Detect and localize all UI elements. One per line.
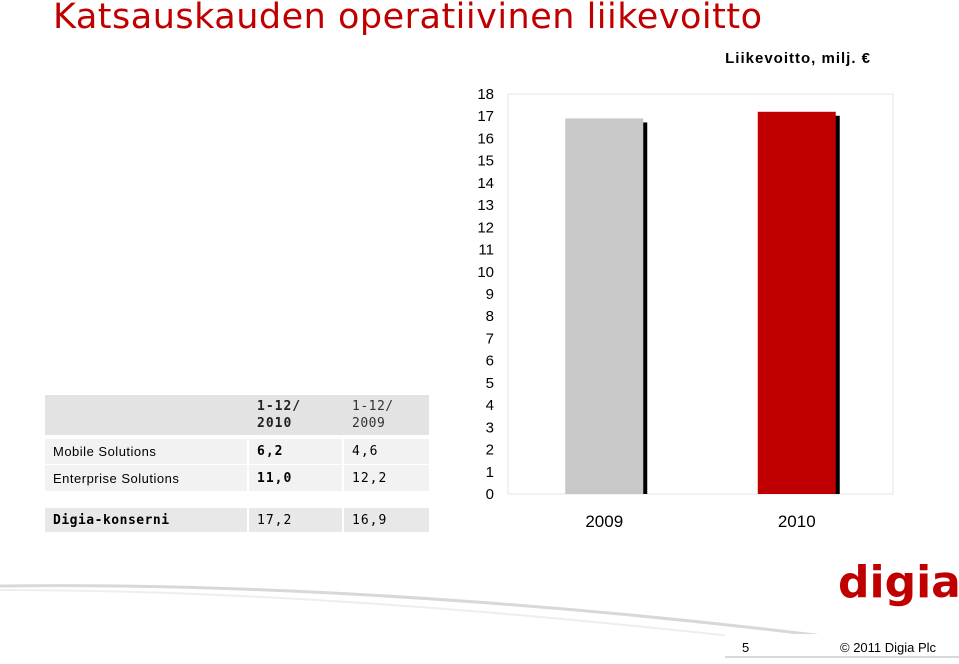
footer-swoosh [0, 584, 959, 664]
row-value-2010: 11,0 [257, 470, 293, 486]
y-tick-label: 8 [486, 308, 494, 325]
chart-unit-label: Liikevoitto, milj. € [725, 50, 871, 67]
y-tick-label: 16 [477, 130, 494, 147]
table-row: Mobile Solutions 6,2 4,6 [45, 439, 429, 465]
y-tick-label: 12 [477, 219, 494, 236]
header-2010-line2: 2010 [257, 416, 293, 431]
y-tick-label: 17 [477, 108, 494, 125]
table-total-row: Digia-konserni 17,2 16,9 [45, 508, 429, 532]
y-tick-label: 10 [477, 264, 494, 281]
row-value-2009: 4,6 [352, 444, 379, 459]
y-tick-label: 15 [477, 153, 494, 170]
row-value-2009: 12,2 [352, 470, 388, 486]
row-value-2009: 16,9 [352, 512, 388, 528]
bar-2009 [565, 118, 644, 494]
x-category-label: 2010 [778, 512, 816, 531]
y-tick-label: 6 [486, 353, 494, 370]
header-2009: 1-12/ 2009 [352, 395, 432, 435]
slide-title: Katsauskauden operatiivinen liikevoitto [53, 0, 763, 37]
row-label: Enterprise Solutions [53, 470, 180, 486]
x-category-label: 2009 [585, 512, 623, 531]
digia-logo: digia [838, 557, 959, 608]
y-tick-label: 13 [477, 197, 494, 214]
table-header-row: 1-12/ 2010 1-12/ 2009 [45, 395, 429, 437]
row-value-2010: 6,2 [257, 444, 284, 459]
y-tick-label: 0 [486, 486, 494, 503]
header-2010-line1: 1-12/ [257, 399, 302, 414]
row-value-2010: 17,2 [257, 512, 293, 528]
y-tick-label: 2 [486, 442, 494, 459]
y-tick-label: 3 [486, 419, 494, 436]
row-label: Mobile Solutions [53, 444, 157, 459]
table-row: Enterprise Solutions 11,0 12,2 [45, 465, 429, 491]
header-2009-line1: 1-12/ [352, 399, 394, 414]
header-2010: 1-12/ 2010 [257, 395, 347, 435]
row-label: Digia-konserni [53, 512, 170, 528]
y-tick-label: 1 [486, 464, 494, 481]
y-tick-label: 18 [477, 86, 494, 103]
y-tick-label: 7 [486, 330, 494, 347]
plot-area [507, 93, 894, 495]
y-tick-label: 14 [477, 175, 494, 192]
y-tick-label: 5 [486, 375, 494, 392]
y-tick-label: 11 [478, 242, 494, 259]
page-number: 5 [742, 639, 750, 655]
copyright-text: © 2011 Digia Plc [840, 639, 937, 655]
header-2009-line2: 2009 [352, 416, 386, 431]
bar-2010 [757, 111, 836, 495]
y-tick-label: 4 [486, 397, 494, 414]
y-tick-label: 9 [486, 286, 494, 303]
